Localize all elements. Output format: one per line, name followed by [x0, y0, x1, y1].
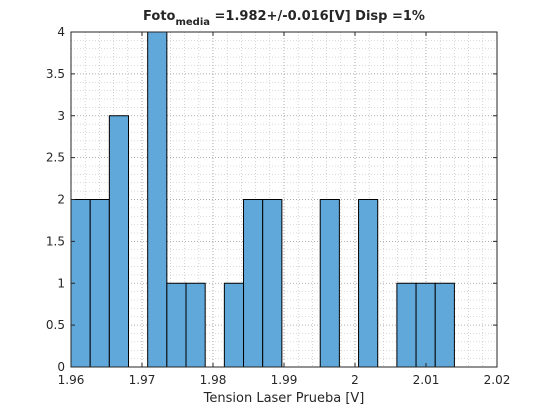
y-tick-label: 4	[57, 25, 65, 39]
histogram-bar	[262, 199, 283, 368]
histogram-bar	[358, 199, 379, 368]
y-tick-label: 3.5	[46, 67, 65, 81]
x-tick-label: 2.01	[413, 373, 440, 387]
histogram-bar	[89, 199, 110, 368]
y-tick-label: 1	[57, 276, 65, 290]
axes	[70, 31, 498, 368]
y-tick-label: 0.5	[46, 318, 65, 332]
tick-labels: 1.96 1.97 1.98 1.99 2 2.01 2.02 0 0.5 1 1.5 2 2.5 3 3.…	[46, 25, 510, 387]
chart-title: Fotomedia =1.982+/-0.016[V] Disp =1%	[143, 9, 425, 28]
x-tick-label: 1.97	[129, 373, 156, 387]
x-tick-label: 2	[351, 373, 359, 387]
histogram-bar	[319, 199, 340, 368]
title-subscript: media	[175, 17, 210, 28]
histogram-bar	[434, 282, 455, 368]
x-axis-label: Tension Laser Prueba [V]	[203, 391, 365, 406]
x-tick-label: 1.96	[58, 373, 85, 387]
histogram-bar	[396, 282, 417, 368]
histogram-bar	[223, 282, 245, 368]
y-tick-label: 0	[57, 360, 65, 374]
bars	[70, 31, 455, 368]
histogram-bar	[147, 31, 168, 368]
x-tick-label: 2.02	[484, 373, 511, 387]
y-tick-label: 2	[57, 193, 65, 207]
histogram-bar	[415, 282, 436, 368]
histogram-bar	[108, 115, 130, 368]
histogram-bar	[166, 282, 187, 368]
title-main: Foto	[143, 9, 175, 24]
title-rest: =1.982+/-0.016[V] Disp =1%	[210, 9, 425, 24]
y-tick-label: 3	[57, 109, 65, 123]
x-tick-label: 1.98	[200, 373, 227, 387]
y-tick-label: 1.5	[46, 234, 65, 248]
x-tick-label: 1.99	[271, 373, 298, 387]
histogram-bar	[185, 282, 206, 368]
y-tick-label: 2.5	[46, 151, 65, 165]
histogram-bar	[243, 199, 264, 368]
